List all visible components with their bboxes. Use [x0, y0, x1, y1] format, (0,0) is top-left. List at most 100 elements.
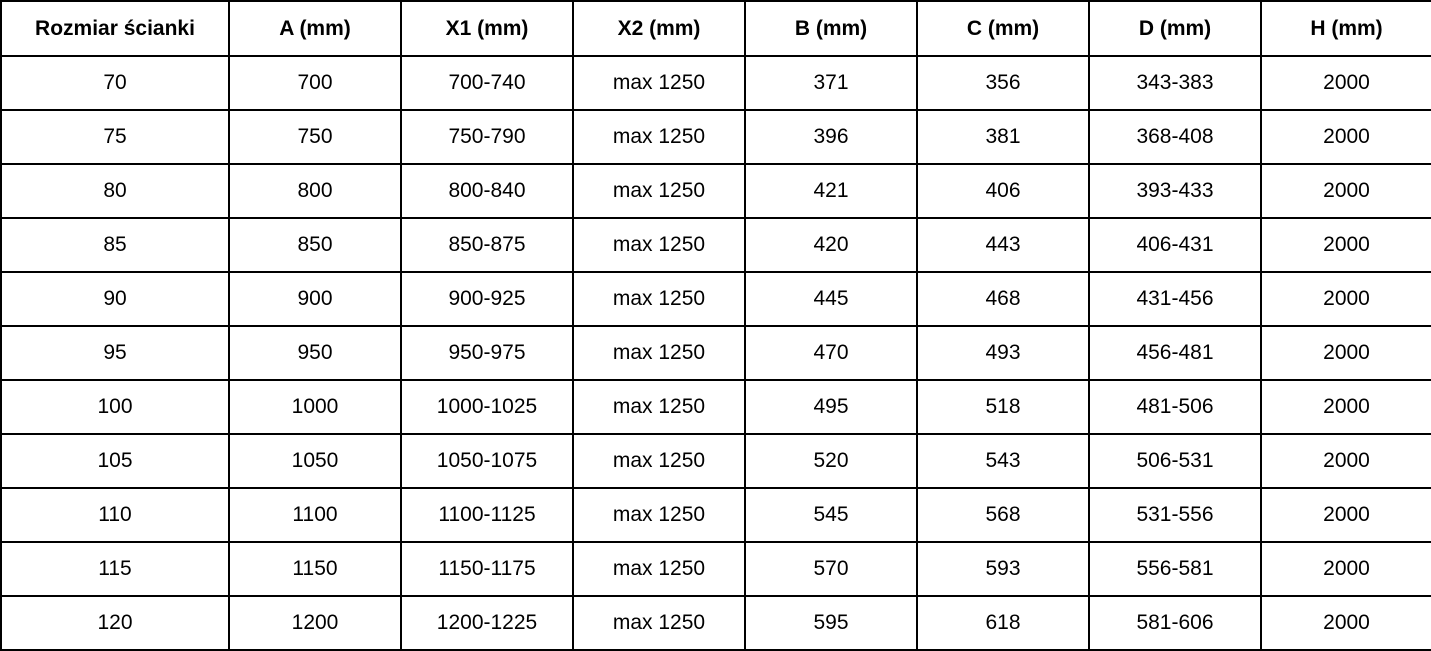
- table-cell: 1150: [228, 541, 402, 597]
- table-cell: 2000: [1260, 163, 1431, 219]
- table-cell: 105: [0, 433, 230, 489]
- table-cell: 950: [228, 325, 402, 381]
- table-cell: 750: [228, 109, 402, 165]
- column-header-7: H (mm): [1260, 0, 1431, 57]
- table-cell: 356: [916, 55, 1090, 111]
- table-row: 120 1200 1200-1225 max 1250 595 618 581-606 200…: [0, 595, 1431, 651]
- table-row: 100 1000 1000-1025 max 1250 495 518 481-506 200…: [0, 379, 1431, 435]
- table-row: 95 950 950-975 max 1250 470 493 456-481 2000: [0, 325, 1431, 381]
- table-cell: 950-975: [400, 325, 574, 381]
- table-cell: 100: [0, 379, 230, 435]
- table-cell: max 1250: [572, 595, 746, 651]
- table-cell: 800: [228, 163, 402, 219]
- table-cell: 70: [0, 55, 230, 111]
- table-cell: 396: [744, 109, 918, 165]
- table-cell: max 1250: [572, 271, 746, 327]
- table-cell: 368-408: [1088, 109, 1262, 165]
- table-cell: 618: [916, 595, 1090, 651]
- table-cell: 2000: [1260, 325, 1431, 381]
- table-cell: 115: [0, 541, 230, 597]
- table-cell: 2000: [1260, 541, 1431, 597]
- table-cell: 90: [0, 271, 230, 327]
- table-cell: 850-875: [400, 217, 574, 273]
- table-cell: 80: [0, 163, 230, 219]
- table-cell: 1100-1125: [400, 487, 574, 543]
- table-cell: max 1250: [572, 433, 746, 489]
- table-cell: 393-433: [1088, 163, 1262, 219]
- table-cell: 1000: [228, 379, 402, 435]
- table-cell: 1200-1225: [400, 595, 574, 651]
- table-cell: max 1250: [572, 217, 746, 273]
- table-cell: max 1250: [572, 109, 746, 165]
- table-cell: max 1250: [572, 163, 746, 219]
- table-cell: 700: [228, 55, 402, 111]
- table-cell: 2000: [1260, 55, 1431, 111]
- table-cell: 1100: [228, 487, 402, 543]
- table-cell: 456-481: [1088, 325, 1262, 381]
- column-header-6: D (mm): [1088, 0, 1262, 57]
- table-cell: 85: [0, 217, 230, 273]
- table-cell: 700-740: [400, 55, 574, 111]
- table-cell: 570: [744, 541, 918, 597]
- table-cell: 593: [916, 541, 1090, 597]
- column-header-4: B (mm): [744, 0, 918, 57]
- table-cell: 443: [916, 217, 1090, 273]
- table-cell: 2000: [1260, 595, 1431, 651]
- table-cell: 520: [744, 433, 918, 489]
- table-cell: 545: [744, 487, 918, 543]
- table-cell: 406: [916, 163, 1090, 219]
- table-cell: 800-840: [400, 163, 574, 219]
- table-cell: 470: [744, 325, 918, 381]
- table-cell: 1050: [228, 433, 402, 489]
- table-cell: 1050-1075: [400, 433, 574, 489]
- table-cell: 343-383: [1088, 55, 1262, 111]
- table-row: 70 700 700-740 max 1250 371 356 343-383 2000: [0, 55, 1431, 111]
- table-cell: 556-581: [1088, 541, 1262, 597]
- table-cell: 95: [0, 325, 230, 381]
- column-header-1: A (mm): [228, 0, 402, 57]
- table-cell: 495: [744, 379, 918, 435]
- table-cell: 381: [916, 109, 1090, 165]
- table-cell: 406-431: [1088, 217, 1262, 273]
- table-row: 90 900 900-925 max 1250 445 468 431-456 2000: [0, 271, 1431, 327]
- table-cell: 900-925: [400, 271, 574, 327]
- table-cell: 468: [916, 271, 1090, 327]
- table-header: Rozmiar ścianki A (mm) X1 (mm) X2 (mm) B (mm…: [0, 0, 1431, 57]
- column-header-2: X1 (mm): [400, 0, 574, 57]
- table-cell: 420: [744, 217, 918, 273]
- table-header-row: Rozmiar ścianki A (mm) X1 (mm) X2 (mm) B (mm…: [0, 0, 1431, 57]
- table-cell: 850: [228, 217, 402, 273]
- table-cell: 75: [0, 109, 230, 165]
- table-cell: 110: [0, 487, 230, 543]
- table-cell: 568: [916, 487, 1090, 543]
- table-cell: 493: [916, 325, 1090, 381]
- table-cell: 1150-1175: [400, 541, 574, 597]
- table-cell: 595: [744, 595, 918, 651]
- table-cell: 431-456: [1088, 271, 1262, 327]
- table-cell: 506-531: [1088, 433, 1262, 489]
- table-cell: max 1250: [572, 55, 746, 111]
- table-cell: 543: [916, 433, 1090, 489]
- table-cell: 1200: [228, 595, 402, 651]
- table-cell: 481-506: [1088, 379, 1262, 435]
- table-cell: 581-606: [1088, 595, 1262, 651]
- table-row: 80 800 800-840 max 1250 421 406 393-433 2000: [0, 163, 1431, 219]
- column-header-0: Rozmiar ścianki: [0, 0, 230, 57]
- table-cell: max 1250: [572, 379, 746, 435]
- table-cell: 531-556: [1088, 487, 1262, 543]
- table-cell: 518: [916, 379, 1090, 435]
- table-cell: max 1250: [572, 541, 746, 597]
- table-row: 110 1100 1100-1125 max 1250 545 568 531-556 200…: [0, 487, 1431, 543]
- table-cell: 371: [744, 55, 918, 111]
- column-header-5: C (mm): [916, 0, 1090, 57]
- table-cell: 2000: [1260, 271, 1431, 327]
- table-cell: 445: [744, 271, 918, 327]
- table-cell: 120: [0, 595, 230, 651]
- table-cell: 750-790: [400, 109, 574, 165]
- table-cell: 1000-1025: [400, 379, 574, 435]
- table-cell: 2000: [1260, 487, 1431, 543]
- table-cell: 2000: [1260, 379, 1431, 435]
- table-cell: 900: [228, 271, 402, 327]
- table-cell: 421: [744, 163, 918, 219]
